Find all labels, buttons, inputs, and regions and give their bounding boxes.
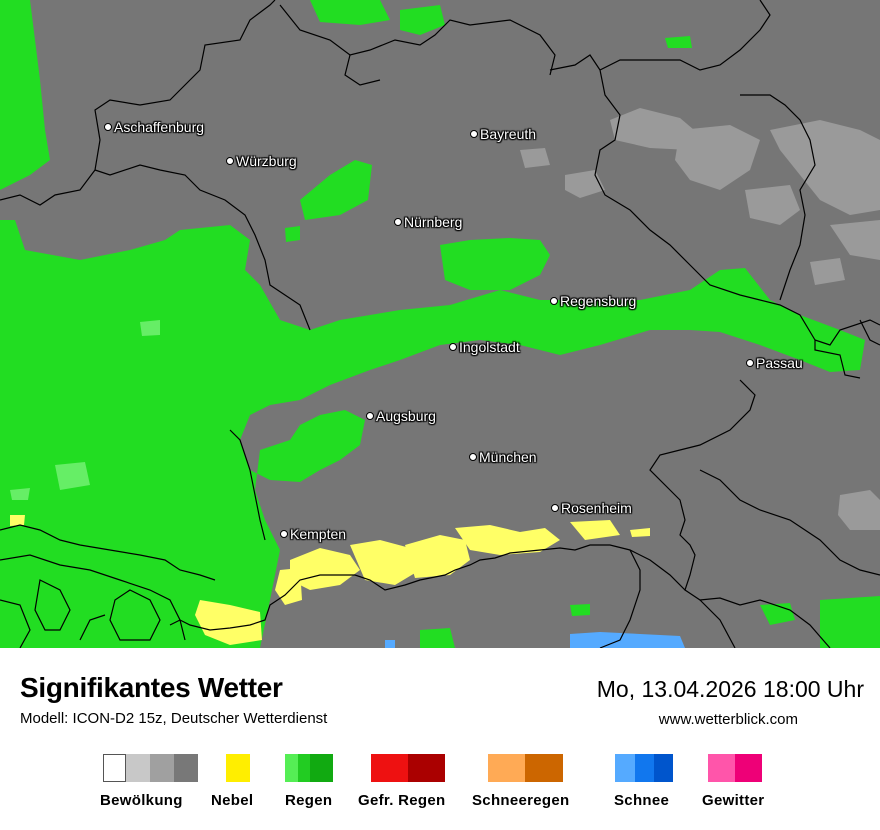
legend-gefr-regen: Gefr. Regen xyxy=(358,754,445,809)
legend-schneeregen: Schneeregen xyxy=(472,754,569,809)
city-label-nuernberg: Nürnberg xyxy=(394,214,462,230)
city-dot-icon xyxy=(394,218,402,227)
legend-swatches xyxy=(708,754,762,782)
city-label-muenchen: München xyxy=(469,449,537,465)
fog-areas xyxy=(10,515,650,645)
legend-swatch xyxy=(371,754,408,782)
legend-swatch xyxy=(150,754,174,782)
snow-areas xyxy=(385,632,685,648)
city-name: Kempten xyxy=(290,526,347,542)
legend-label: Gewitter xyxy=(702,792,765,809)
legend-swatch xyxy=(708,754,735,782)
legend-swatch xyxy=(408,754,445,782)
map-title: Signifikantes Wetter xyxy=(20,672,283,703)
map-canvas xyxy=(0,0,880,648)
weather-map: Aschaffenburg Würzburg Bayreuth Nürnberg… xyxy=(0,0,880,648)
legend-swatch xyxy=(654,754,673,782)
legend-swatches xyxy=(226,754,250,782)
city-dot-icon xyxy=(104,123,112,132)
city-dot-icon xyxy=(226,157,234,166)
legend-swatch xyxy=(735,754,762,782)
legend-label: Nebel xyxy=(211,792,254,809)
city-dot-icon xyxy=(746,359,754,368)
city-label-wuerzburg: Würzburg xyxy=(226,153,297,169)
cloud-areas xyxy=(520,108,880,530)
legend-regen: Regen xyxy=(285,754,333,809)
legend-swatches xyxy=(488,754,563,782)
legend-swatch xyxy=(615,754,635,782)
city-name: Regensburg xyxy=(560,293,637,309)
legend-swatch xyxy=(525,754,563,782)
city-name: Würzburg xyxy=(236,153,297,169)
rain-areas xyxy=(0,0,880,648)
legend-swatches xyxy=(371,754,445,782)
city-name: Augsburg xyxy=(376,408,436,424)
legend-swatches xyxy=(615,754,673,782)
city-dot-icon xyxy=(280,530,288,539)
legend-label: Bewölkung xyxy=(100,792,183,809)
city-label-regensburg: Regensburg xyxy=(550,293,636,309)
legend-swatch xyxy=(285,754,298,782)
city-name: Bayreuth xyxy=(480,126,537,142)
legend-swatch xyxy=(226,754,250,782)
legend-swatches xyxy=(103,754,198,782)
legend-swatch xyxy=(310,754,333,782)
city-label-passau: Passau xyxy=(746,355,803,371)
legend-swatch xyxy=(174,754,198,782)
legend-label: Gefr. Regen xyxy=(358,792,446,809)
city-label-kempten: Kempten xyxy=(280,526,346,542)
rain-light-areas xyxy=(10,320,160,500)
city-label-aschaffenburg: Aschaffenburg xyxy=(104,119,204,135)
city-label-augsburg: Augsburg xyxy=(366,408,436,424)
city-label-rosenheim: Rosenheim xyxy=(551,500,632,516)
legend-label: Schneeregen xyxy=(472,792,570,809)
city-label-ingolstadt: Ingolstadt xyxy=(449,339,520,355)
forecast-datetime: Mo, 13.04.2026 18:00 Uhr xyxy=(596,676,864,702)
city-label-bayreuth: Bayreuth xyxy=(470,126,536,142)
legend-swatch xyxy=(298,754,310,782)
city-name: Nürnberg xyxy=(404,214,463,230)
borders xyxy=(0,0,880,648)
city-dot-icon xyxy=(449,343,457,352)
city-name: Ingolstadt xyxy=(459,339,520,355)
legend-swatch xyxy=(126,754,150,782)
website-link[interactable]: www.wetterblick.com xyxy=(658,711,798,728)
legend-swatch xyxy=(103,754,126,782)
model-info: Modell: ICON-D2 15z, Deutscher Wetterdie… xyxy=(20,710,328,727)
city-name: München xyxy=(479,449,537,465)
map-footer: Signifikantes Wetter Modell: ICON-D2 15z… xyxy=(0,648,880,830)
legend-gewitter: Gewitter xyxy=(702,754,764,809)
legend-swatch xyxy=(488,754,525,782)
legend-swatch xyxy=(635,754,654,782)
city-name: Passau xyxy=(756,355,803,371)
city-dot-icon xyxy=(469,453,477,462)
legend-nebel: Nebel xyxy=(211,754,253,809)
city-name: Rosenheim xyxy=(561,500,632,516)
city-dot-icon xyxy=(550,297,558,306)
city-name: Aschaffenburg xyxy=(114,119,205,135)
legend-bewoelkung: Bewölkung xyxy=(100,754,198,809)
city-dot-icon xyxy=(470,130,478,139)
legend-label: Regen xyxy=(285,792,333,809)
city-dot-icon xyxy=(551,504,559,513)
legend-schnee: Schnee xyxy=(614,754,673,809)
city-dot-icon xyxy=(366,412,374,421)
legend-label: Schnee xyxy=(614,792,670,809)
legend-swatches xyxy=(285,754,333,782)
